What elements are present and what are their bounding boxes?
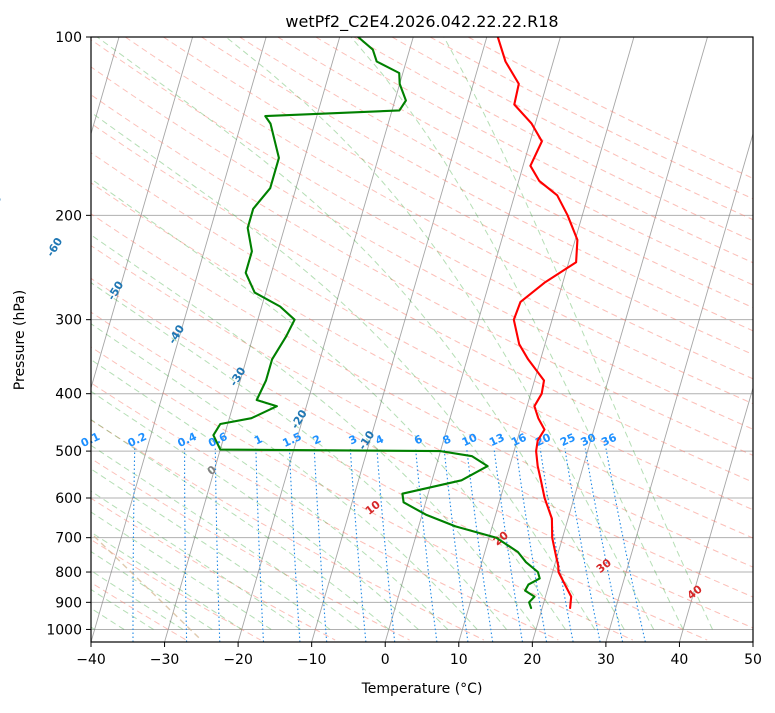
x-tick-label: 20 <box>523 652 541 668</box>
x-tick-label: 40 <box>671 652 689 668</box>
x-axis-label: Temperature (°C) <box>361 681 483 697</box>
x-tick-label: −30 <box>150 652 180 668</box>
y-tick-label: 800 <box>55 565 82 581</box>
x-tick-label: −40 <box>76 652 106 668</box>
y-tick-label: 300 <box>55 313 82 329</box>
x-tick-label: −10 <box>297 652 327 668</box>
y-tick-label: 1000 <box>46 622 82 638</box>
x-tick-label: 0 <box>381 652 390 668</box>
chart-title: wetPf2_C2E4.2026.042.22.22.R18 <box>285 12 558 32</box>
x-tick-label: 10 <box>450 652 468 668</box>
x-tick-label: −20 <box>223 652 253 668</box>
y-tick-label: 200 <box>55 208 82 224</box>
y-tick-label: 500 <box>55 444 82 460</box>
x-tick-label: 50 <box>744 652 762 668</box>
y-tick-label: 700 <box>55 531 82 547</box>
y-tick-label: 400 <box>55 387 82 403</box>
y-tick-label: 900 <box>55 595 82 611</box>
x-tick-label: 30 <box>597 652 615 668</box>
y-tick-label: 100 <box>55 30 82 46</box>
y-tick-label: 600 <box>55 491 82 507</box>
y-axis-label: Pressure (hPa) <box>12 290 28 390</box>
